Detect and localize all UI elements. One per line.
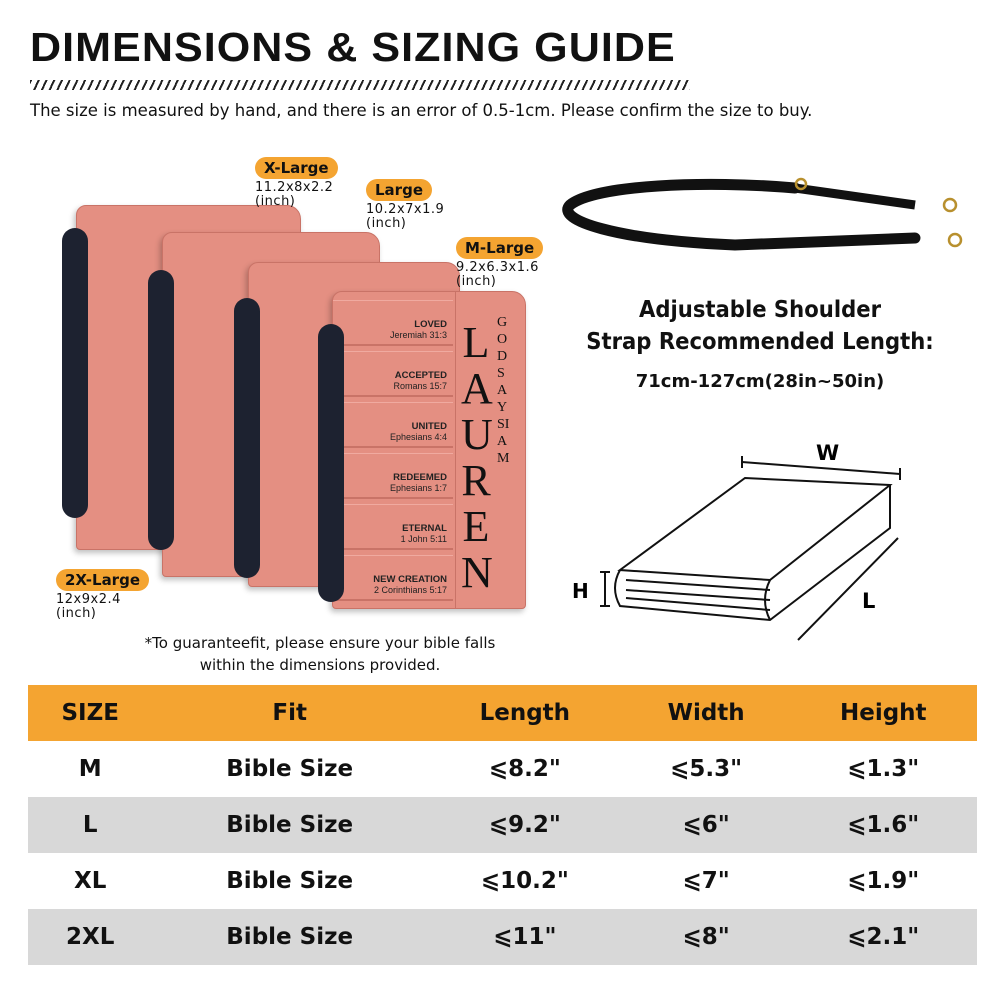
cover-label: ACCEPTED Romans 15:7: [333, 351, 453, 397]
table-cell: Bible Size: [226, 868, 354, 894]
cover-label: LOVED Jeremiah 31:3: [333, 300, 453, 346]
length-label: L: [862, 589, 875, 613]
table-cell: Bible Size: [152, 797, 427, 853]
cover-label: UNITED Ephesians 4:4: [333, 402, 453, 448]
book-dimension-diagram: W H L: [572, 441, 901, 641]
table-cell: ⩽5.3": [670, 756, 743, 782]
table-row: M Bible Size ⩽8.2" ⩽5.3" ⩽1.3": [28, 741, 977, 797]
table-cell: ⩽2.1": [789, 909, 977, 965]
shoulder-strap-image: [562, 177, 963, 251]
size-label-l: Large 10.2x7x1.9 (inch): [366, 179, 445, 231]
handle: [234, 298, 260, 578]
subtitle: The size is measured by hand, and there …: [30, 101, 813, 120]
table-cell: ⩽8.2": [488, 756, 561, 782]
page-title: DIMENSIONS & SIZING GUIDE: [30, 24, 676, 70]
handle: [148, 270, 174, 550]
cover-label: REDEEMED Ephesians 1:7: [333, 453, 453, 499]
table-cell: ⩽8": [622, 909, 790, 965]
size-label-2xl: 2X-Large 12x9x2.4 (inch): [56, 569, 149, 621]
strap-length: 71cm-127cm(28in~50in): [635, 371, 885, 392]
dashed-divider: [30, 80, 690, 90]
handle: [318, 324, 344, 602]
table-cell: XL: [74, 868, 107, 894]
table-cell: ⩽6": [622, 797, 790, 853]
table-cell: ⩽1.6": [789, 797, 977, 853]
table-cell: Bible Size: [152, 909, 427, 965]
table-cell: ⩽1.3": [847, 756, 920, 782]
table-cell: ⩽7": [682, 868, 730, 894]
column-header: Fit: [152, 685, 427, 741]
table-cell: ⩽1.9": [847, 868, 920, 894]
table-cell: ⩽9.2": [426, 797, 623, 853]
table-cell: Bible Size: [226, 756, 354, 782]
column-header: Length: [426, 685, 623, 741]
strap-heading: Adjustable Shoulder Strap Recommended Len…: [586, 297, 934, 355]
table-cell: 2XL: [28, 909, 153, 965]
width-label: W: [816, 441, 839, 465]
cover-label: NEW CREATION 2 Corinthians 5:17: [333, 555, 453, 601]
table-cell: ⩽11": [426, 909, 623, 965]
cover-name: LAUREN: [461, 318, 493, 597]
cover-label: ETERNAL 1 John 5:11: [333, 504, 453, 550]
table-cell: M: [78, 756, 102, 782]
table-cell: ⩽10.2": [480, 868, 569, 894]
column-header: SIZE: [28, 685, 153, 741]
cover-side-text: GODSAYSIAM: [497, 315, 510, 466]
size-label-ml: M-Large 9.2x6.3x1.6 (inch): [456, 237, 544, 289]
handle: [62, 228, 88, 518]
table-row: L Bible Size ⩽9.2" ⩽6" ⩽1.6": [28, 797, 977, 853]
column-header: Height: [789, 685, 977, 741]
size-table: SIZE Fit Length Width Height M Bible Size ⩽8.2…: [28, 685, 977, 965]
height-label: H: [572, 579, 589, 603]
cover-front: LOVED Jeremiah 31:3 ACCEPTED Romans 15:7 UNI…: [332, 291, 526, 609]
column-header: Width: [622, 685, 790, 741]
table-row: 2XL Bible Size ⩽11" ⩽8" ⩽2.1": [28, 909, 977, 965]
table-cell: L: [28, 797, 153, 853]
size-label-xl: X-Large 11.2x8x2.2 (inch): [255, 157, 338, 209]
table-row: XL Bible Size ⩽10.2" ⩽7" ⩽1.9": [28, 853, 977, 909]
fit-note: *To guaranteefit, please ensure your bib…: [144, 634, 496, 674]
